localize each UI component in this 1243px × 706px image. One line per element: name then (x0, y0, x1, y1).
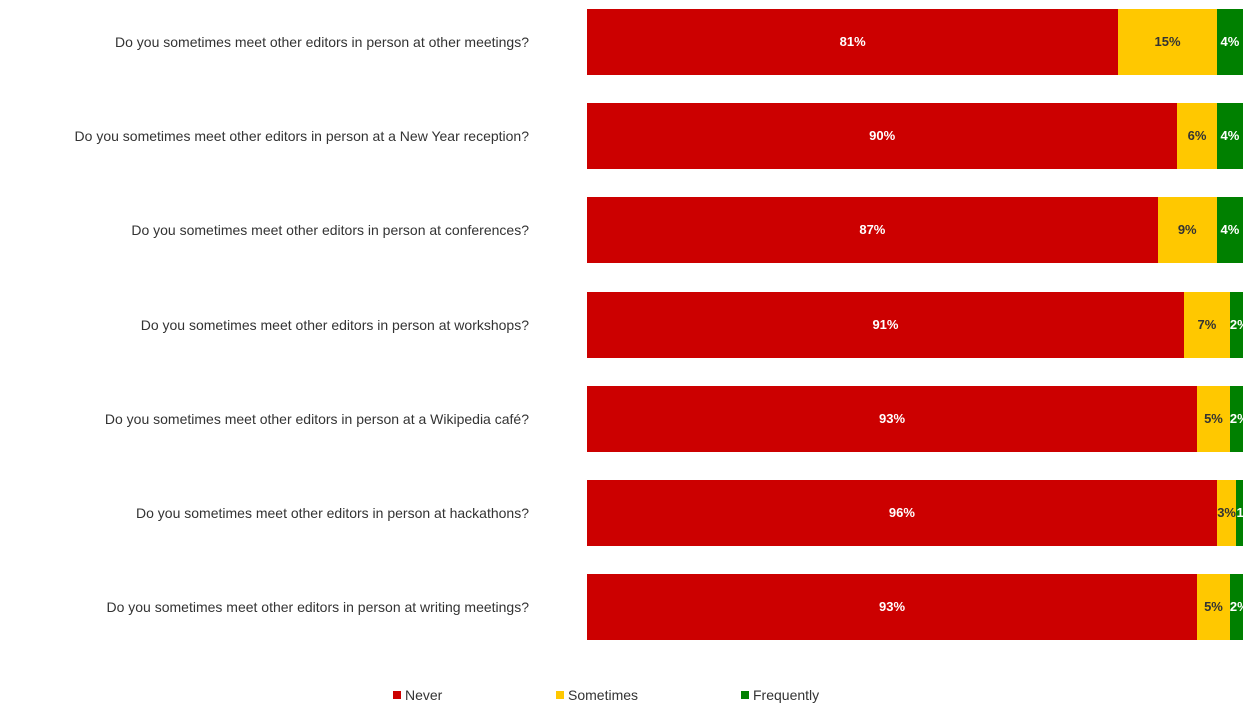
data-label: 5% (1204, 410, 1223, 426)
bar-segment-frequently (1236, 480, 1243, 546)
legend-swatch (741, 691, 749, 699)
bar-segment-never (587, 480, 1217, 546)
legend-label: Never (405, 687, 443, 703)
legend-swatch (556, 691, 564, 699)
question-label: Do you sometimes meet other editors in p… (104, 410, 529, 427)
data-label: 4% (1220, 222, 1240, 238)
data-label: 2% (1229, 316, 1243, 332)
bar-segment-never (587, 9, 1119, 75)
bar-segment-sometimes (1157, 197, 1217, 264)
question-label: Do you sometimes meet other editors in p… (131, 222, 529, 239)
legend-label: Frequently (753, 687, 820, 703)
data-label: 5% (1204, 599, 1223, 615)
question-label: Do you sometimes meet other editors in p… (74, 128, 529, 145)
bar-segment-sometimes (1197, 385, 1230, 452)
bar-segment-sometimes (1177, 103, 1217, 170)
legend-item-never: Never (393, 686, 442, 704)
data-label: 4% (1220, 34, 1240, 49)
data-label: 7% (1197, 316, 1217, 332)
question-label: Do you sometimes meet other editors in p… (106, 599, 529, 616)
bar-segment-sometimes (1197, 574, 1230, 641)
data-label: 9% (1177, 222, 1197, 238)
bar-segment-frequently (1229, 291, 1243, 358)
question-label: Do you sometimes meet other editors in p… (140, 316, 529, 333)
bar-segment-never (587, 385, 1198, 452)
bar-segment-sometimes (1216, 480, 1237, 546)
legend-swatch (393, 691, 401, 699)
question-label: Do you sometimes meet other editors in p… (136, 505, 529, 521)
bar-segment-never (587, 574, 1198, 641)
data-label: 91% (872, 316, 899, 332)
bar-segment-never (587, 291, 1184, 358)
data-label: 4% (1220, 128, 1240, 144)
data-label: 96% (888, 505, 915, 520)
bar-segment-sometimes (1118, 9, 1217, 75)
legend-label: Sometimes (568, 687, 639, 703)
data-label: 87% (859, 222, 886, 238)
bar-segment-frequently (1216, 103, 1243, 170)
data-label: 81% (839, 34, 866, 49)
legend-item-sometimes: Sometimes (556, 686, 638, 704)
bar-segment-sometimes (1183, 291, 1230, 358)
bar-segment-frequently (1216, 197, 1243, 264)
data-label: 2% (1229, 410, 1243, 426)
data-label: 2% (1229, 599, 1243, 615)
bar-segment-never (587, 103, 1178, 170)
question-label: Do you sometimes meet other editors in p… (115, 34, 529, 50)
data-label: 90% (869, 128, 896, 144)
data-label: 3% (1217, 505, 1236, 520)
bar-segment-frequently (1229, 385, 1243, 452)
bar-segment-frequently (1229, 574, 1243, 641)
data-label: 93% (879, 599, 906, 615)
data-label: 1% (1236, 505, 1243, 520)
data-label: 6% (1187, 128, 1207, 144)
legend-item-frequently: Frequently (741, 686, 819, 704)
bar-segment-never (587, 197, 1158, 264)
legend: Never Sometimes Frequently (0, 686, 1243, 706)
data-label: 15% (1154, 34, 1181, 49)
bar-segment-frequently (1216, 9, 1243, 75)
data-label: 93% (879, 410, 906, 426)
